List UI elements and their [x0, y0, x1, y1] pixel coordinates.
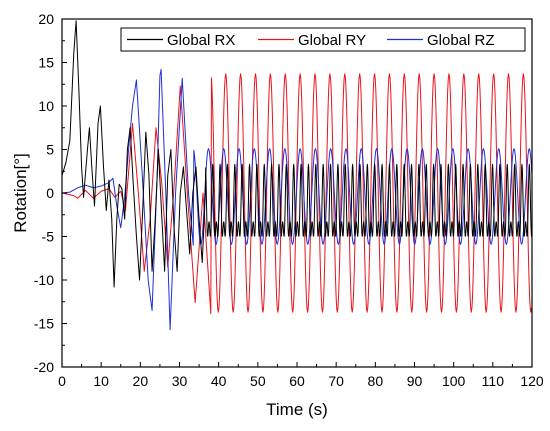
x-tick-label: 60 [289, 373, 305, 389]
y-tick-label: -10 [34, 272, 54, 288]
legend: Global RX Global RY Global RZ [120, 27, 526, 52]
x-tick-label: 30 [172, 373, 188, 389]
y-tick-label: -5 [42, 229, 55, 245]
y-tick-label: 10 [38, 98, 54, 114]
x-tick-label: 100 [442, 373, 466, 389]
y-tick-label: -20 [34, 359, 54, 375]
legend-label: Global RX [167, 32, 235, 49]
legend-box [120, 27, 526, 52]
axis-ticks [61, 18, 533, 368]
series-line-2 [61, 68, 533, 331]
series-lines [61, 20, 533, 331]
y-tick-label: 15 [38, 55, 54, 71]
x-tick-label: 20 [133, 373, 149, 389]
y-tick-label: 5 [46, 142, 54, 158]
y-tick-label: 0 [46, 185, 54, 201]
x-tick-label: 0 [58, 373, 66, 389]
x-tick-label: 80 [368, 373, 384, 389]
x-tick-label: 10 [93, 373, 109, 389]
x-axis-title: Time (s) [266, 400, 328, 419]
x-tick-label: 110 [482, 373, 505, 389]
series-line-0 [61, 20, 532, 288]
x-tick-label: 40 [211, 373, 227, 389]
y-axis-title: Rotation[°] [11, 153, 30, 233]
x-tick-label: 50 [250, 373, 266, 389]
legend-label: Global RZ [427, 32, 495, 49]
y-tick-label: -15 [34, 316, 54, 332]
y-tick-label: 20 [38, 11, 54, 27]
axis-tick-labels: 0 10 20 30 40 50 60 70 80 90 100 110 120 -20 -15 -10 -5 0… [34, 11, 544, 389]
plot-frame [61, 18, 533, 368]
legend-label: Global RY [298, 32, 366, 49]
x-tick-label: 90 [407, 373, 423, 389]
x-tick-label: 70 [328, 373, 344, 389]
x-tick-label: 120 [520, 373, 544, 389]
